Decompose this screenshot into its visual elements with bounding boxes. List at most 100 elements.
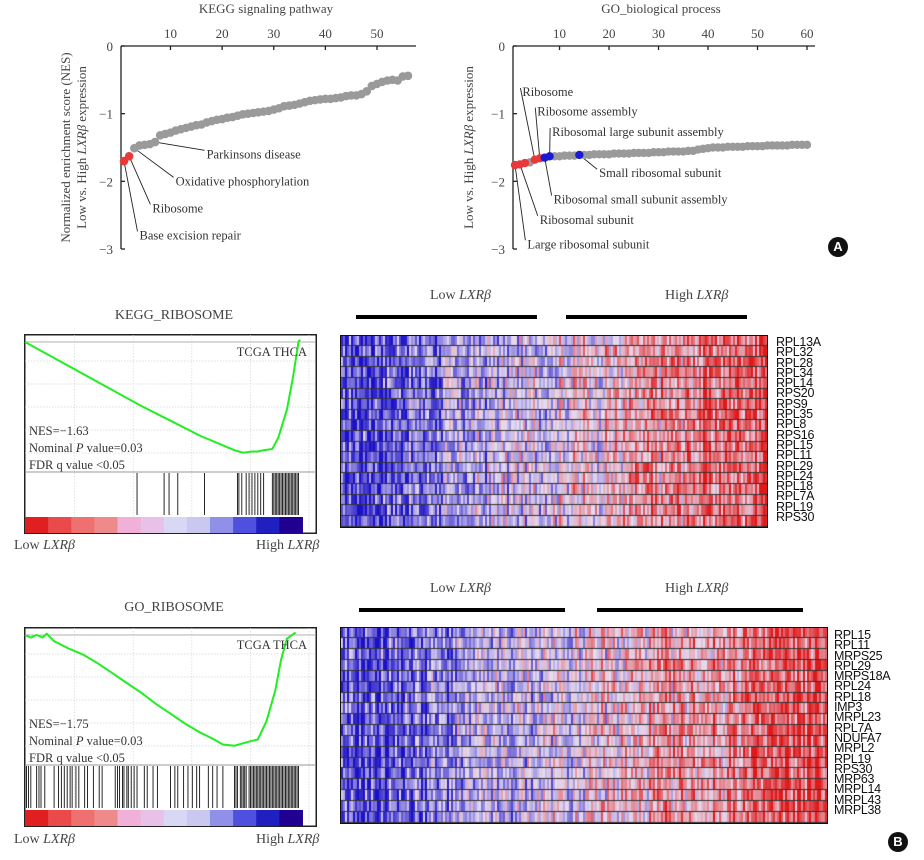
kegg-scatter-chart: KEGG signaling pathway 10 20 30 40 50 0 −1 −2 −3 N… [58,1,416,257]
annotation-label: Ribosome [522,85,573,99]
running-enrichment-curve [24,631,297,747]
gene-label: MRPL43 [834,792,881,807]
rank-color-segment [279,810,303,826]
annotation-leader [134,147,174,178]
annotation-label: Ribosome [152,201,203,215]
gene-label: RPL13A [776,335,821,349]
gene-label: RPL11 [776,448,812,463]
gene-label: RPL7A [776,489,815,504]
gene-label: RPS20 [776,386,815,401]
heat-go-frame [340,627,828,824]
rank-color-segment [71,810,95,826]
rank-color-segment [94,517,118,533]
panel-a-badge: A [828,237,848,257]
heat-kegg-canvas [341,336,767,527]
annotation-leader [519,87,536,160]
running-enrichment-curve [24,338,301,454]
y-axis-label: Low vs. High LXRβ expression [461,66,476,229]
x-tick-label: 50 [751,26,764,41]
rank-color-segment [117,810,142,826]
x-tick-label: 20 [216,26,229,41]
data-point [362,87,371,96]
annotation-label: Parkinsons disease [207,147,302,161]
chart-title: KEGG signaling pathway [199,1,334,16]
rank-color-segment [256,810,280,826]
chart-title: GO_biological process [601,1,721,16]
gene-label: RPS30 [834,761,873,776]
annotation-label: Ribosomal subunit [540,213,635,227]
annotation-leader [123,160,138,232]
gene-label: RPL15 [834,628,871,642]
gsea-go-title: GO_RIBOSOME [124,600,224,615]
highlight-point [520,158,530,168]
rank-color-segment [209,810,234,826]
annotation-label: Ribosomal small subunit assembly [554,193,729,207]
stat-line: NES=−1.75 [29,717,89,731]
highlight-point [124,151,134,161]
gene-label: RPS30 [776,510,815,525]
rank-color-segment [163,810,188,826]
rank-color-segment [279,517,303,533]
annotation-label: Ribosome assembly [537,105,638,119]
annotation-leader [534,107,541,159]
heat-kegg-frame [340,335,768,528]
heat-go-group-high: High LXRβ [665,581,729,596]
rank-color-segment [163,517,188,533]
stat-line: FDR q value <0.05 [29,751,125,765]
y-tick-label: −3 [491,242,505,257]
annotation-leader [544,157,553,196]
gene-label: RPL7A [834,720,873,735]
gene-label: RPL35 [776,407,813,422]
rank-color-segment [25,810,49,826]
gene-label: RPL18 [834,689,871,704]
rank-color-segment [256,517,280,533]
gsea-kegg-xlabel-low: Low LXRβ [14,538,76,553]
gsea-go-xlabel-low: Low LXRβ [14,832,76,847]
annotation-label: Oxidative phosphorylation [176,174,310,188]
annotation-label: Ribosomal large subunit assembly [552,125,724,139]
gene-label: RPL8 [776,417,807,432]
x-tick-label: 30 [652,26,665,41]
gene-label: MRPL2 [834,741,875,756]
y-tick-label: −1 [99,107,113,122]
heat-go-group-low: Low LXRβ [430,581,492,596]
heat-kegg-group-low-bar [356,315,537,319]
y-tick-label: −2 [99,174,113,189]
y-tick-label: −3 [99,242,113,257]
gsea-kegg-plot: TCGA THCA NES=−1.63 Nominal P value=0.03 FD… [24,334,317,534]
rank-color-segment [233,810,257,826]
gene-label: RPL18 [776,479,813,494]
heat-go-group-high-bar [597,608,803,612]
gene-label: RPL32 [776,345,813,360]
rank-color-segment [71,517,95,533]
x-tick-label: 40 [702,26,715,41]
rank-color-segment [209,517,234,533]
annotation-label: Base excision repair [139,228,241,242]
data-point [403,71,413,81]
gene-label: RPL11 [834,638,870,653]
y-label-line2: Low vs. High LXRβ expression [461,66,476,229]
go-scatter-chart: GO_biological process 10 20 30 40 50 60 0 −1 −2 −3… [461,1,815,257]
rank-color-segment [186,517,211,533]
x-tick-label: 50 [371,26,384,41]
heat-go-canvas [341,628,827,823]
x-tick-label: 20 [603,26,616,41]
gene-label: MRP63 [834,772,875,787]
gene-label: RPL28 [776,355,813,370]
annotation-leader [514,165,526,241]
gene-label: MRPL38 [834,803,881,818]
heat-go-group-low-bar [359,608,565,612]
annotation-leader [519,164,539,217]
y-label-line2: Low vs. High LXRβ expression [74,66,89,229]
gene-label: RPS9 [776,396,808,411]
x-tick-label: 30 [267,26,280,41]
gene-label: RPL29 [776,458,813,473]
heat-go-gene-list: RPL15 RPL11 MRPS25 RPL29 MRPS18A RPL24 RPL18 IM… [834,628,891,818]
gene-label: RPL14 [776,376,813,391]
gene-label: RPL19 [834,751,871,766]
x-tick-label: 60 [801,26,814,41]
gene-label: NDUFA7 [834,730,882,745]
gsea-kegg-xlabel-high: High LXRβ [256,538,320,553]
gene-label: IMP3 [834,700,862,715]
gsea-kegg-title: KEGG_RIBOSOME [114,308,234,323]
